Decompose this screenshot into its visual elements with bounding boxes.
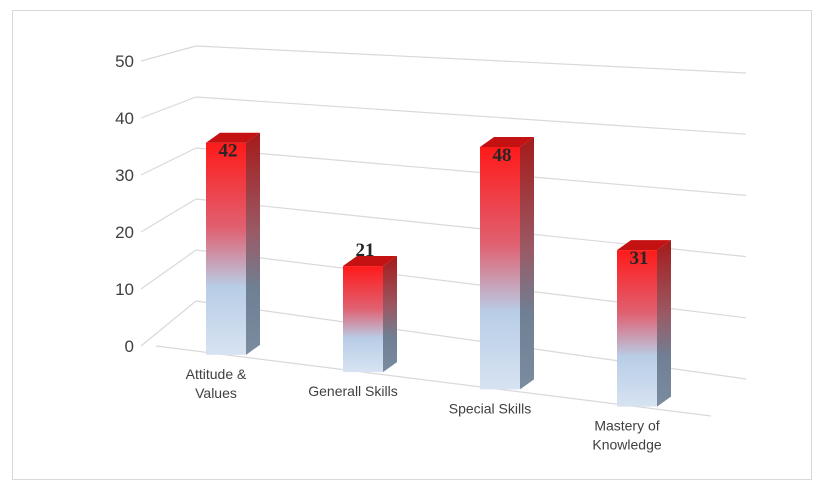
data-labels: 42 21 48 31 xyxy=(219,141,649,269)
bar xyxy=(480,136,534,390)
bar-top xyxy=(480,136,534,147)
bar-side xyxy=(520,136,534,390)
gridline-side xyxy=(140,300,197,347)
gridline-side xyxy=(140,198,197,233)
y-tick-label: 30 xyxy=(115,166,134,185)
bar-top xyxy=(343,256,397,267)
y-tick-label: 0 xyxy=(125,337,134,356)
gridline-side xyxy=(140,96,197,119)
bar-front xyxy=(480,146,520,390)
bar-top xyxy=(617,240,671,251)
gridline xyxy=(195,96,747,135)
gridline xyxy=(195,45,747,74)
gridline-side xyxy=(140,249,197,290)
data-label: 42 xyxy=(219,141,238,162)
category-labels: Attitude & Values Generall Skills Special S… xyxy=(186,366,662,453)
bar xyxy=(343,256,397,373)
y-tick-label: 10 xyxy=(115,280,134,299)
y-tick-label: 40 xyxy=(115,109,134,128)
y-axis-ticks: 0 10 20 30 40 50 xyxy=(115,52,134,356)
bar-front xyxy=(617,250,657,407)
data-label: 21 xyxy=(356,240,375,261)
y-tick-label: 20 xyxy=(115,223,134,242)
data-label: 31 xyxy=(630,248,649,269)
bar-front xyxy=(343,266,383,373)
data-label: 48 xyxy=(493,145,512,166)
gridline-side xyxy=(140,147,197,176)
bar-top xyxy=(206,132,260,143)
gridline-side xyxy=(140,45,197,62)
bars xyxy=(206,132,671,407)
bar-side xyxy=(383,256,397,373)
category-label: Generall Skills xyxy=(308,383,397,399)
bar-side xyxy=(246,132,260,355)
bar-front xyxy=(206,142,246,355)
bar xyxy=(617,240,671,407)
category-label: Mastery of Knowledge xyxy=(592,418,661,453)
bar-side xyxy=(657,240,671,407)
bar xyxy=(206,132,260,355)
category-label: Attitude & Values xyxy=(186,366,247,401)
y-tick-label: 50 xyxy=(115,52,134,71)
gridline xyxy=(195,147,747,196)
chart-frame: 0 10 20 30 40 50 42 21 48 31 Attitude & Values Gen… xyxy=(12,10,812,480)
bar-chart: 0 10 20 30 40 50 42 21 48 31 Attitude & Values Gen… xyxy=(115,45,747,453)
category-label: Special Skills xyxy=(449,400,531,416)
